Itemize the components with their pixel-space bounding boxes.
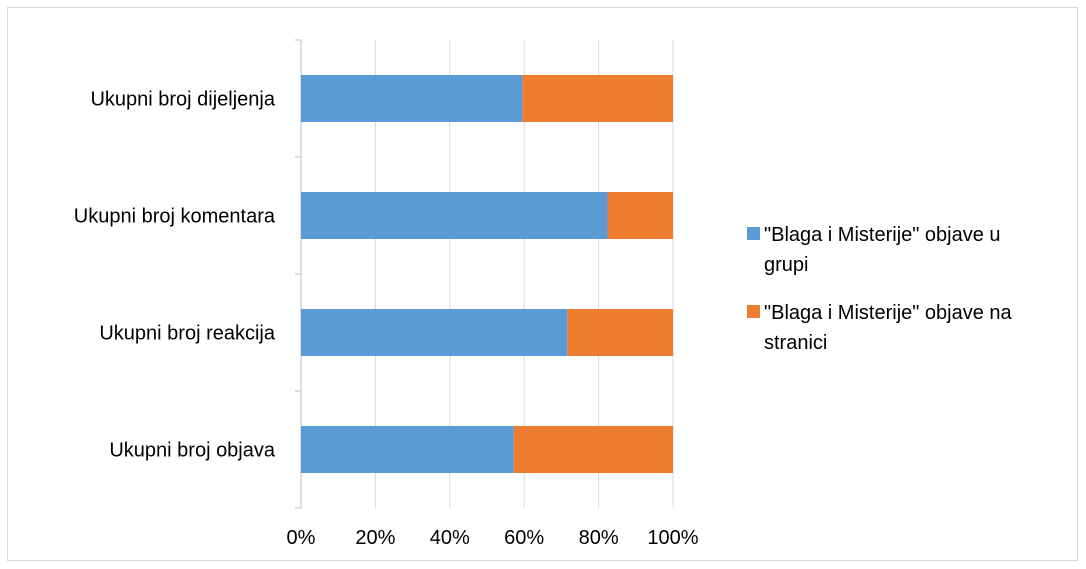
category-label: Ukupni broj reakcija <box>99 323 276 345</box>
legend-label: stranici <box>764 332 827 354</box>
bar-series-2-cat-3 <box>567 309 673 356</box>
category-label: Ukupni broj objava <box>109 440 276 462</box>
x-tick-label: 40% <box>430 527 470 549</box>
bars <box>301 75 673 473</box>
legend-swatch <box>747 227 760 240</box>
x-tick-label: 20% <box>355 527 395 549</box>
bar-series-2-cat-1 <box>522 75 673 122</box>
x-tick-label: 0% <box>287 527 316 549</box>
category-axis <box>295 39 302 509</box>
bar-series-1-cat-4 <box>301 426 514 473</box>
bar-series-2-cat-4 <box>513 426 673 473</box>
x-tick-label: 80% <box>579 527 619 549</box>
x-tick-label: 60% <box>504 527 544 549</box>
bar-series-1-cat-2 <box>301 192 608 239</box>
bar-series-2-cat-2 <box>607 192 673 239</box>
category-label: Ukupni broj dijeljenja <box>90 89 275 111</box>
legend-label: "Blaga i Misterije" objave u <box>764 224 1001 246</box>
x-tick-label: 100% <box>647 527 698 549</box>
bar-series-1-cat-3 <box>301 309 568 356</box>
bar-series-1-cat-1 <box>301 75 523 122</box>
x-tick-labels: 0% 20% 40% 60% 80% 100% <box>287 527 699 549</box>
legend-label: "Blaga i Misterije" objave na <box>764 302 1013 324</box>
legend-label: grupi <box>764 254 808 276</box>
legend: "Blaga i Misterije" objave u grupi "Blaga … <box>747 224 1013 354</box>
category-label: Ukupni broj komentara <box>74 206 276 228</box>
category-labels: Ukupni broj dijeljenja Ukupni broj koment… <box>74 89 276 462</box>
legend-swatch <box>747 305 760 318</box>
